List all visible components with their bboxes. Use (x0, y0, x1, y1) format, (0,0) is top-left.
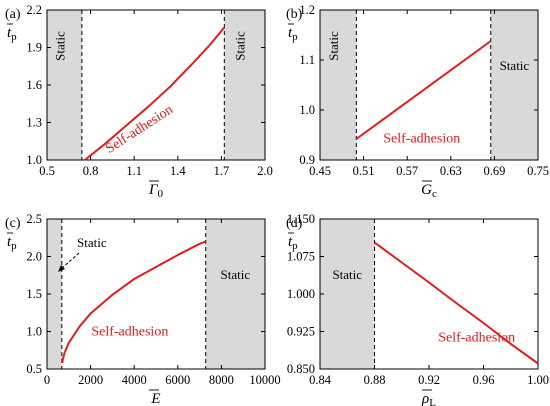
x-tick-label: 1.00 (527, 373, 549, 387)
static-label: Static (326, 31, 341, 61)
static-region (205, 219, 265, 369)
panel-label: (a) (5, 7, 21, 22)
panel-2: 0 2000 4000 6000 8000 10000 0.5 1.0 1.5 2.0 2.5 (c)… (5, 212, 281, 406)
callout-arrowhead (58, 265, 65, 272)
y-tick-label: 0.5 (26, 362, 42, 376)
x-tick-label: 0.92 (418, 373, 440, 387)
x-tick-label: 0.75 (527, 164, 549, 178)
y-tick-label: 1.075 (287, 250, 315, 264)
series-line (61, 240, 207, 364)
y-axis-label: tp (7, 234, 17, 252)
y-tick-label: 0.925 (287, 325, 315, 339)
static-region (490, 10, 538, 160)
y-tick-label: 2.5 (26, 212, 42, 226)
x-tick-label: 0.69 (483, 164, 505, 178)
y-axis-label: tp (288, 25, 298, 43)
panel-label: (c) (5, 216, 21, 231)
y-tick-label: 1.000 (287, 287, 315, 301)
callout-arrow (60, 252, 80, 270)
panel-3: 0.84 0.88 0.92 0.96 1.00 0.850 0.925 1.000 1.075… (286, 212, 549, 406)
x-tick-label: 2000 (78, 373, 103, 387)
static-label: Static (77, 235, 107, 250)
x-tick-label: 0.5 (39, 164, 55, 178)
y-tick-label: 1.2 (299, 3, 315, 17)
x-axis-label: ρL (421, 391, 436, 406)
plot-frame (319, 9, 539, 161)
x-tick-label: 2.0 (257, 164, 273, 178)
panel-0: 0.5 0.8 1.1 1.4 1.7 2.0 1.0 1.3 1.6 1.9 2.2 (a) Γ0 tp… (5, 3, 273, 200)
y-tick-label: 1.0 (26, 153, 42, 167)
x-tick-label: 6000 (165, 373, 190, 387)
x-axis-label: Γ0 (148, 182, 164, 200)
x-tick-label: 10000 (249, 373, 280, 387)
series-label: Self-adhesion (383, 132, 460, 147)
y-axis-label: tp (288, 234, 298, 252)
x-tick-label: 0.51 (353, 164, 375, 178)
series-line (355, 40, 492, 140)
panel-1: 0.45 0.51 0.57 0.63 0.69 0.75 0.9 1.0 1.1 1.2(b) G… (286, 3, 549, 200)
y-tick-label: 0.9 (299, 153, 315, 167)
static-region (320, 10, 357, 160)
static-label: Static (332, 267, 362, 282)
panel-label: (d) (286, 216, 303, 231)
panel-label: (b) (286, 7, 303, 22)
series-label: Self-adhesion (103, 102, 176, 157)
x-tick-label: 0.96 (473, 373, 495, 387)
static-region (47, 10, 82, 160)
x-axis-label: E (150, 391, 160, 406)
x-tick-label: 4000 (122, 373, 147, 387)
x-tick-label: 0.88 (364, 373, 386, 387)
y-tick-label: 1.0 (26, 325, 42, 339)
y-tick-label: 1.6 (26, 78, 42, 92)
x-tick-label: 1.4 (170, 164, 186, 178)
x-tick-label: 1.7 (214, 164, 230, 178)
y-tick-label: 1.1 (299, 53, 315, 67)
series-label: Self-adhesion (438, 331, 515, 346)
x-tick-label: 0.84 (309, 373, 332, 387)
x-tick-label: 8000 (209, 373, 234, 387)
y-tick-label: 1.150 (287, 212, 315, 226)
static-region (320, 219, 375, 369)
y-tick-label: 2.0 (26, 250, 42, 264)
y-tick-label: 1.5 (26, 287, 42, 301)
static-region (224, 10, 265, 160)
series-label: Self-adhesion (91, 324, 168, 339)
static-label: Static (500, 58, 530, 73)
x-axis-label: Gc (421, 182, 437, 200)
y-tick-label: 1.0 (299, 103, 315, 117)
y-tick-label: 1.9 (26, 41, 42, 55)
x-tick-label: 0 (44, 373, 50, 387)
series-line (84, 26, 226, 161)
x-tick-label: 0.8 (83, 164, 99, 178)
y-tick-label: 0.850 (287, 362, 315, 376)
x-tick-label: 1.1 (126, 164, 142, 178)
series-line (373, 241, 539, 365)
x-tick-label: 0.57 (396, 164, 418, 178)
y-axis-label: tp (7, 25, 17, 43)
x-tick-label: 0.45 (309, 164, 331, 178)
y-tick-label: 2.2 (26, 3, 42, 17)
y-tick-label: 1.3 (26, 116, 42, 130)
static-label: Static (52, 31, 67, 61)
x-tick-label: 0.63 (440, 164, 462, 178)
static-label: Static (221, 267, 251, 282)
static-label: Static (233, 31, 248, 61)
